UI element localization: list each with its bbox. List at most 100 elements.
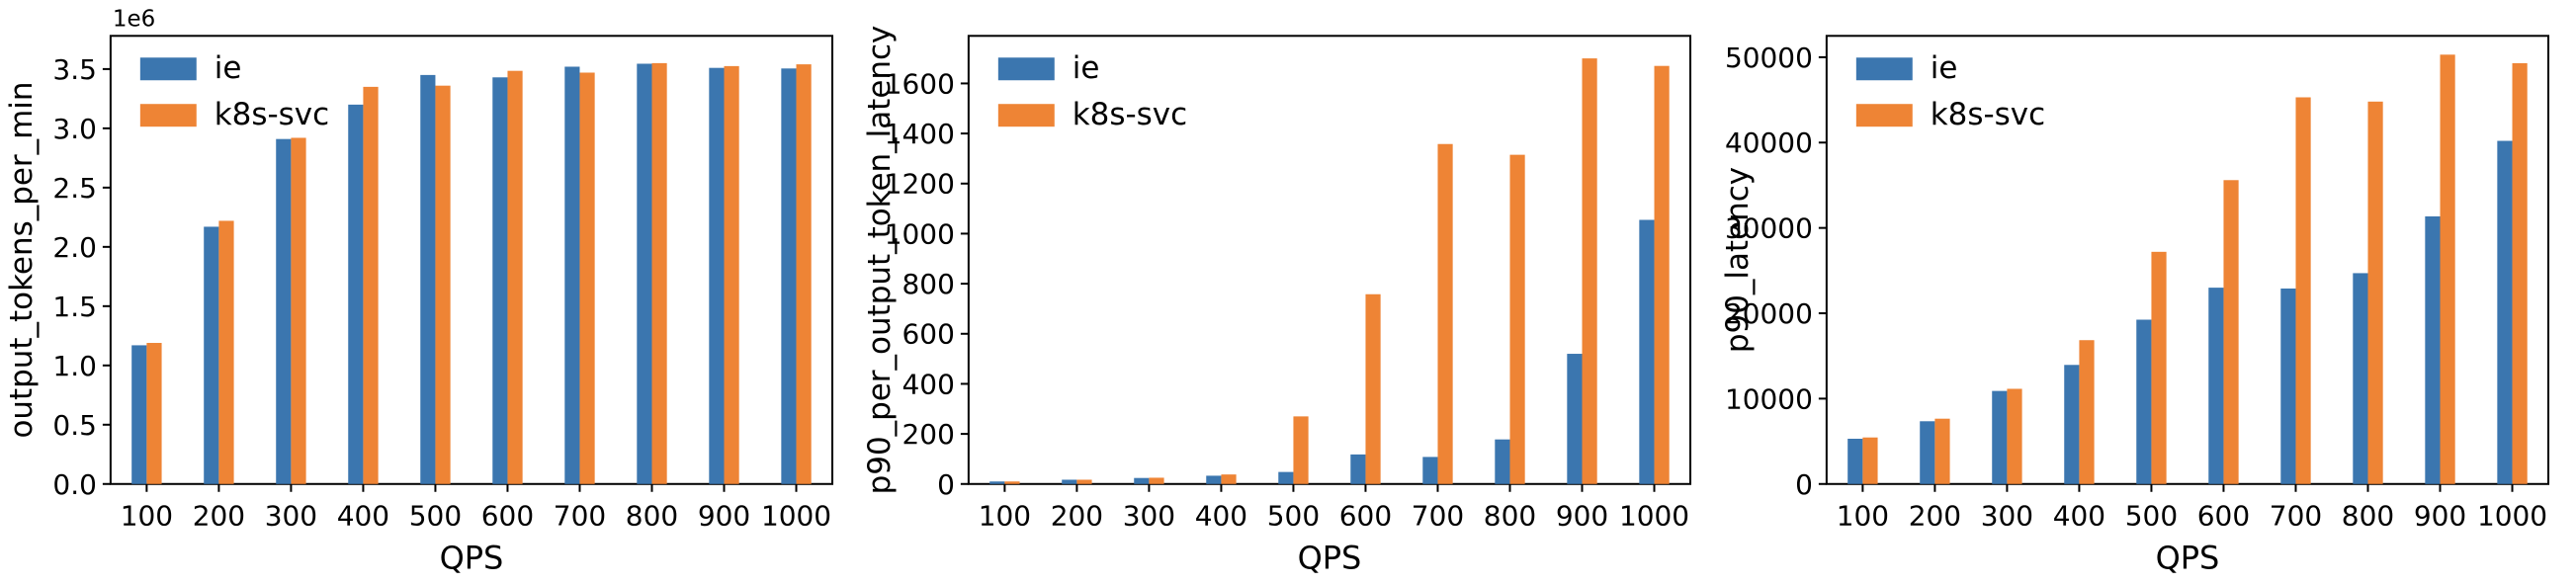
- plot-frame: [967, 35, 1692, 485]
- bar-ie-600: [1350, 454, 1366, 484]
- bar-ie-300: [1134, 477, 1150, 484]
- x-tick-label: 700: [1412, 500, 1464, 533]
- bar-ie-400: [1206, 475, 1222, 484]
- y-tick-label: 1000: [885, 217, 955, 250]
- bar-ie-500: [2136, 319, 2152, 484]
- y-tick-label: 1400: [885, 118, 955, 150]
- x-tick-label: 300: [1981, 500, 2033, 533]
- y-tick-label: 800: [902, 268, 955, 300]
- y-tick-label: 1.5: [52, 291, 96, 323]
- x-tick-label: 100: [979, 500, 1031, 533]
- bar-k8s-svc-200: [1076, 479, 1092, 484]
- legend-swatch-k8s-svc: [997, 104, 1055, 127]
- bar-k8s-svc-600: [507, 70, 523, 484]
- x-tick-label: 200: [193, 500, 245, 533]
- legend-label-ie: ie: [1931, 50, 1958, 86]
- bar-ie-1000: [2497, 140, 2513, 484]
- bar-ie-100: [989, 481, 1005, 484]
- x-tick-label: 200: [1909, 500, 1961, 533]
- x-tick-label: 300: [1123, 500, 1175, 533]
- x-tick-label: 900: [698, 500, 750, 533]
- bar-ie-700: [564, 66, 580, 484]
- x-tick-label: 900: [1556, 500, 1608, 533]
- y-tick-label: 2.5: [52, 172, 96, 205]
- bar-k8s-svc-200: [1934, 418, 1950, 484]
- y-tick-label: 0.0: [52, 468, 96, 501]
- y-tick-label: 1200: [885, 168, 955, 201]
- bar-ie-800: [2353, 273, 2368, 484]
- bar-k8s-svc-900: [724, 65, 739, 484]
- bar-ie-700: [1422, 457, 1438, 484]
- y-tick-label: 0.5: [52, 409, 96, 442]
- bar-ie-800: [1495, 439, 1510, 484]
- bar-k8s-svc-900: [1582, 58, 1597, 484]
- y-tick-label: 1600: [885, 67, 955, 100]
- bar-ie-100: [131, 345, 147, 484]
- legend-label-ie: ie: [215, 50, 242, 86]
- x-tick-label: 700: [2270, 500, 2322, 533]
- x-tick-label: 500: [409, 500, 462, 533]
- bar-k8s-svc-500: [2151, 251, 2167, 484]
- y-tick-label: 200: [902, 418, 955, 451]
- x-tick-label: 400: [2053, 500, 2105, 533]
- bar-k8s-svc-300: [291, 137, 306, 484]
- legend-swatch-ie: [139, 57, 197, 81]
- x-tick-label: 600: [1339, 500, 1392, 533]
- legend-label-ie: ie: [1073, 50, 1100, 86]
- y-tick-label: 0: [1795, 468, 1813, 501]
- bar-k8s-svc-800: [1509, 154, 1525, 484]
- y-tick-label: 0: [937, 468, 955, 501]
- bar-ie-500: [1278, 471, 1294, 484]
- chart-p90-latency: 0 10000 20000 30000 40000 50000 100 200 300 400 50…: [1720, 35, 2550, 577]
- bar-ie-1000: [1639, 219, 1655, 484]
- bar-ie-600: [492, 77, 508, 484]
- bar-k8s-svc-300: [1149, 477, 1164, 484]
- bar-ie-200: [204, 226, 219, 484]
- bar-k8s-svc-100: [1862, 437, 1878, 484]
- x-tick-label: 1000: [761, 500, 831, 533]
- x-tick-label: 400: [337, 500, 389, 533]
- bar-k8s-svc-500: [1293, 416, 1309, 484]
- axis-offset-text: 1e6: [113, 6, 155, 32]
- bar-k8s-svc-800: [2367, 101, 2383, 484]
- x-axis-label: QPS: [1298, 540, 1362, 577]
- bar-ie-900: [1567, 354, 1583, 484]
- bar-ie-200: [1062, 479, 1077, 484]
- y-tick-label: 3.5: [52, 53, 96, 86]
- chart-output-tokens-per-min: 0.0 0.5 1.0 1.5 2.0 2.5 3.0 3.5 100 200 300 400 500 6…: [4, 6, 834, 577]
- bar-k8s-svc-100: [1004, 481, 1020, 484]
- bar-k8s-svc-1000: [2512, 62, 2528, 484]
- bar-k8s-svc-1000: [1654, 65, 1670, 484]
- y-tick-label: 40000: [1725, 126, 1813, 159]
- bar-ie-800: [637, 63, 652, 484]
- legend-swatch-k8s-svc: [1855, 104, 1913, 127]
- y-tick-label: 10000: [1725, 382, 1813, 415]
- bar-ie-900: [2425, 215, 2441, 484]
- x-tick-label: 700: [554, 500, 606, 533]
- bar-ie-400: [348, 104, 364, 484]
- bar-k8s-svc-400: [363, 86, 379, 484]
- y-axis-label: output_tokens_per_min: [4, 82, 40, 439]
- x-tick-label: 1000: [2477, 500, 2547, 533]
- x-tick-label: 400: [1195, 500, 1247, 533]
- x-tick-label: 600: [2197, 500, 2250, 533]
- bar-k8s-svc-100: [146, 343, 162, 484]
- y-tick-label: 3.0: [52, 113, 96, 145]
- bar-ie-1000: [781, 68, 797, 484]
- bar-k8s-svc-400: [1221, 474, 1237, 484]
- bar-k8s-svc-700: [579, 72, 595, 484]
- x-tick-label: 500: [2125, 500, 2178, 533]
- legend-label-k8s-svc: k8s-svc: [215, 97, 329, 132]
- bar-k8s-svc-400: [2079, 340, 2095, 484]
- bar-ie-300: [1992, 390, 2008, 484]
- x-tick-label: 1000: [1619, 500, 1689, 533]
- y-tick-label: 400: [902, 368, 955, 400]
- bar-k8s-svc-500: [435, 85, 451, 484]
- x-tick-label: 500: [1267, 500, 1320, 533]
- y-axis-label: p90_per_output_token_latency: [862, 26, 898, 495]
- chart-p90-per-output-token-latency: 0 200 400 600 800 1000 1200 1400 1600 100 200 300 40…: [862, 26, 1692, 577]
- bar-k8s-svc-900: [2440, 54, 2455, 484]
- legend-swatch-ie: [997, 57, 1055, 81]
- plot-frame: [1825, 35, 2550, 485]
- legend-swatch-k8s-svc: [139, 104, 197, 127]
